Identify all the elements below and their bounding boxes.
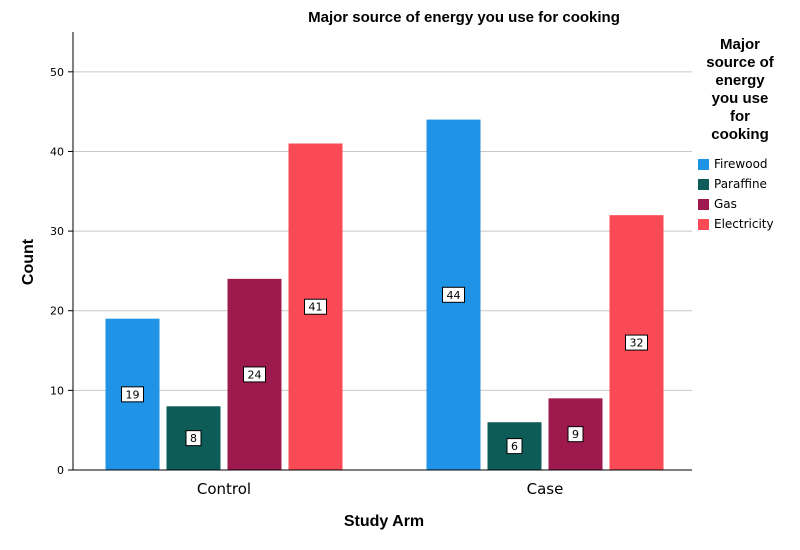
y-tick-label: 30 [50, 225, 64, 238]
y-tick-label: 50 [50, 66, 64, 79]
axes: 0 10 20 30 40 50 Control Case [50, 32, 692, 498]
legend-item-firewood: Firewood [690, 154, 798, 174]
legend-title: Major source of energy you use for cooki… [706, 36, 774, 143]
data-label: 32 [630, 337, 644, 350]
data-label: 41 [309, 301, 323, 314]
legend-item-gas: Gas [690, 194, 798, 214]
data-label-box [121, 386, 144, 403]
legend-label: Gas [714, 197, 737, 211]
bars: 19 8 24 41 44 6 9 32 [105, 119, 664, 470]
legend: Major source of energy you use for cooki… [690, 36, 798, 234]
y-tick-label: 10 [50, 384, 64, 397]
legend-swatch [698, 198, 709, 210]
data-label-box [243, 366, 266, 383]
legend-swatch [698, 218, 709, 230]
data-label: 44 [447, 289, 461, 302]
legend-swatch [698, 158, 709, 170]
legend-label: Electricity [714, 217, 774, 231]
data-label-box [567, 426, 584, 443]
data-label-box [185, 430, 202, 447]
data-label: 9 [572, 428, 579, 441]
legend-label: Firewood [714, 157, 768, 171]
legend-item-paraffine: Paraffine [690, 174, 798, 194]
data-label: 8 [190, 432, 197, 445]
data-label: 19 [126, 388, 140, 401]
chart-title: Major source of energy you use for cooki… [308, 9, 620, 26]
legend-swatch [698, 178, 709, 190]
x-axis-label: Study Arm [344, 513, 424, 530]
data-label-box [442, 286, 465, 303]
data-label-box [625, 334, 648, 351]
x-tick-label: Case [527, 480, 564, 498]
legend-label: Paraffine [714, 177, 767, 191]
y-tick-label: 40 [50, 145, 64, 158]
legend-items: Firewood Paraffine Gas Electricity [690, 154, 798, 234]
gridlines [73, 71, 692, 391]
y-axis-label: Count [20, 238, 37, 285]
x-tick-label: Control [197, 480, 251, 498]
legend-item-electricity: Electricity [690, 214, 798, 234]
data-label: 24 [248, 368, 262, 381]
data-label-box [304, 298, 327, 315]
y-tick-label: 0 [57, 464, 64, 477]
data-label: 6 [511, 440, 518, 453]
data-label-box [506, 438, 523, 455]
y-tick-label: 20 [50, 305, 64, 318]
